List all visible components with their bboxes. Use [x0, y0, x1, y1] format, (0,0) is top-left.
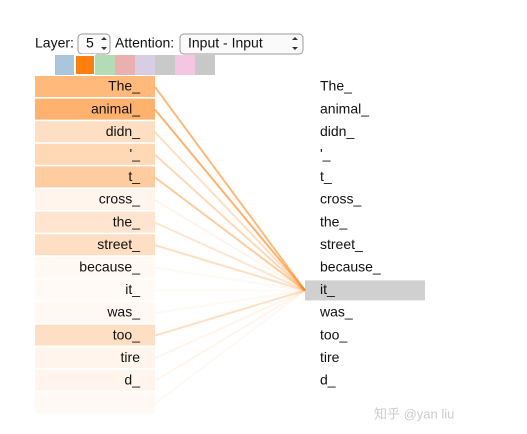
attention-box	[35, 143, 155, 165]
attention-select[interactable]	[179, 33, 304, 55]
attention-line	[154, 199, 306, 292]
attention-box	[35, 347, 155, 369]
head-swatch[interactable]	[175, 55, 195, 75]
head-swatch[interactable]	[115, 55, 135, 75]
right-token[interactable]: tire	[320, 349, 340, 365]
attention-box	[35, 302, 155, 323]
left-token[interactable]: was_	[106, 304, 140, 320]
left-token[interactable]: too_	[113, 326, 140, 342]
attention-box	[35, 369, 155, 391]
attention-line	[154, 244, 306, 292]
right-token[interactable]: animal_	[320, 100, 369, 116]
select-arrows	[101, 37, 107, 50]
layer-label: Layer:	[35, 35, 74, 51]
attention-box	[35, 166, 155, 188]
right-token[interactable]: street_	[320, 236, 363, 252]
right-token[interactable]: it_	[320, 281, 335, 297]
attention-line	[154, 289, 306, 337]
right-token[interactable]: was_	[319, 304, 353, 320]
left-token[interactable]: t_	[128, 168, 140, 184]
head-swatch[interactable]	[135, 55, 155, 75]
head-swatch[interactable]	[195, 55, 215, 75]
layer-select[interactable]	[77, 33, 111, 55]
left-token[interactable]: The_	[108, 78, 140, 94]
right-token[interactable]: t_	[320, 168, 332, 184]
attention-box	[35, 189, 155, 210]
head-swatch[interactable]	[95, 55, 115, 75]
right-token[interactable]: the_	[320, 213, 347, 229]
attention-line	[154, 131, 306, 292]
attention-label: Attention:	[115, 35, 174, 51]
attention-line	[154, 221, 306, 292]
right-token[interactable]: The_	[320, 78, 352, 94]
head-swatch[interactable]	[155, 55, 175, 75]
right-token[interactable]: d_	[320, 372, 336, 388]
left-token[interactable]: tire	[121, 349, 141, 365]
right-token[interactable]: because_	[320, 259, 381, 275]
left-token[interactable]: the_	[113, 213, 140, 229]
attention-line	[154, 289, 306, 405]
left-token[interactable]: street_	[97, 236, 140, 252]
attention-box	[35, 279, 155, 301]
attention-line	[154, 266, 306, 292]
left-token[interactable]: didn_	[106, 123, 140, 139]
attention-box	[35, 121, 155, 143]
attention-box	[35, 256, 155, 278]
attention-box	[35, 234, 155, 256]
attention-line	[154, 289, 306, 314]
right-token[interactable]: cross_	[320, 191, 361, 207]
attention-box	[35, 211, 155, 233]
left-token[interactable]: '_	[130, 146, 141, 162]
watermark: 知乎 @yan liu	[374, 406, 454, 421]
right-token[interactable]: '_	[320, 146, 331, 162]
attention-box	[35, 76, 155, 97]
left-token[interactable]: cross_	[99, 191, 140, 207]
select-arrows	[292, 37, 298, 50]
right-token[interactable]: didn_	[320, 123, 354, 139]
head-swatch[interactable]	[55, 55, 75, 75]
attention-line	[154, 86, 306, 291]
attention-box	[35, 392, 155, 414]
right-token[interactable]: too_	[320, 326, 347, 342]
attention-value[interactable]: Input - Input	[188, 35, 263, 51]
left-token[interactable]: because_	[79, 259, 140, 275]
attention-line	[154, 176, 306, 292]
attention-box	[35, 324, 155, 346]
left-token[interactable]: d_	[124, 372, 140, 388]
left-token[interactable]: it_	[125, 281, 140, 297]
left-token[interactable]: animal_	[91, 100, 140, 116]
attention-box	[35, 98, 155, 120]
attention-line	[154, 108, 306, 292]
attention-line	[154, 289, 306, 360]
head-swatch[interactable]	[74, 54, 96, 76]
attention-line	[154, 289, 306, 382]
attention-line	[154, 154, 306, 292]
query-highlight	[305, 280, 425, 301]
layer-value[interactable]: 5	[86, 35, 94, 51]
